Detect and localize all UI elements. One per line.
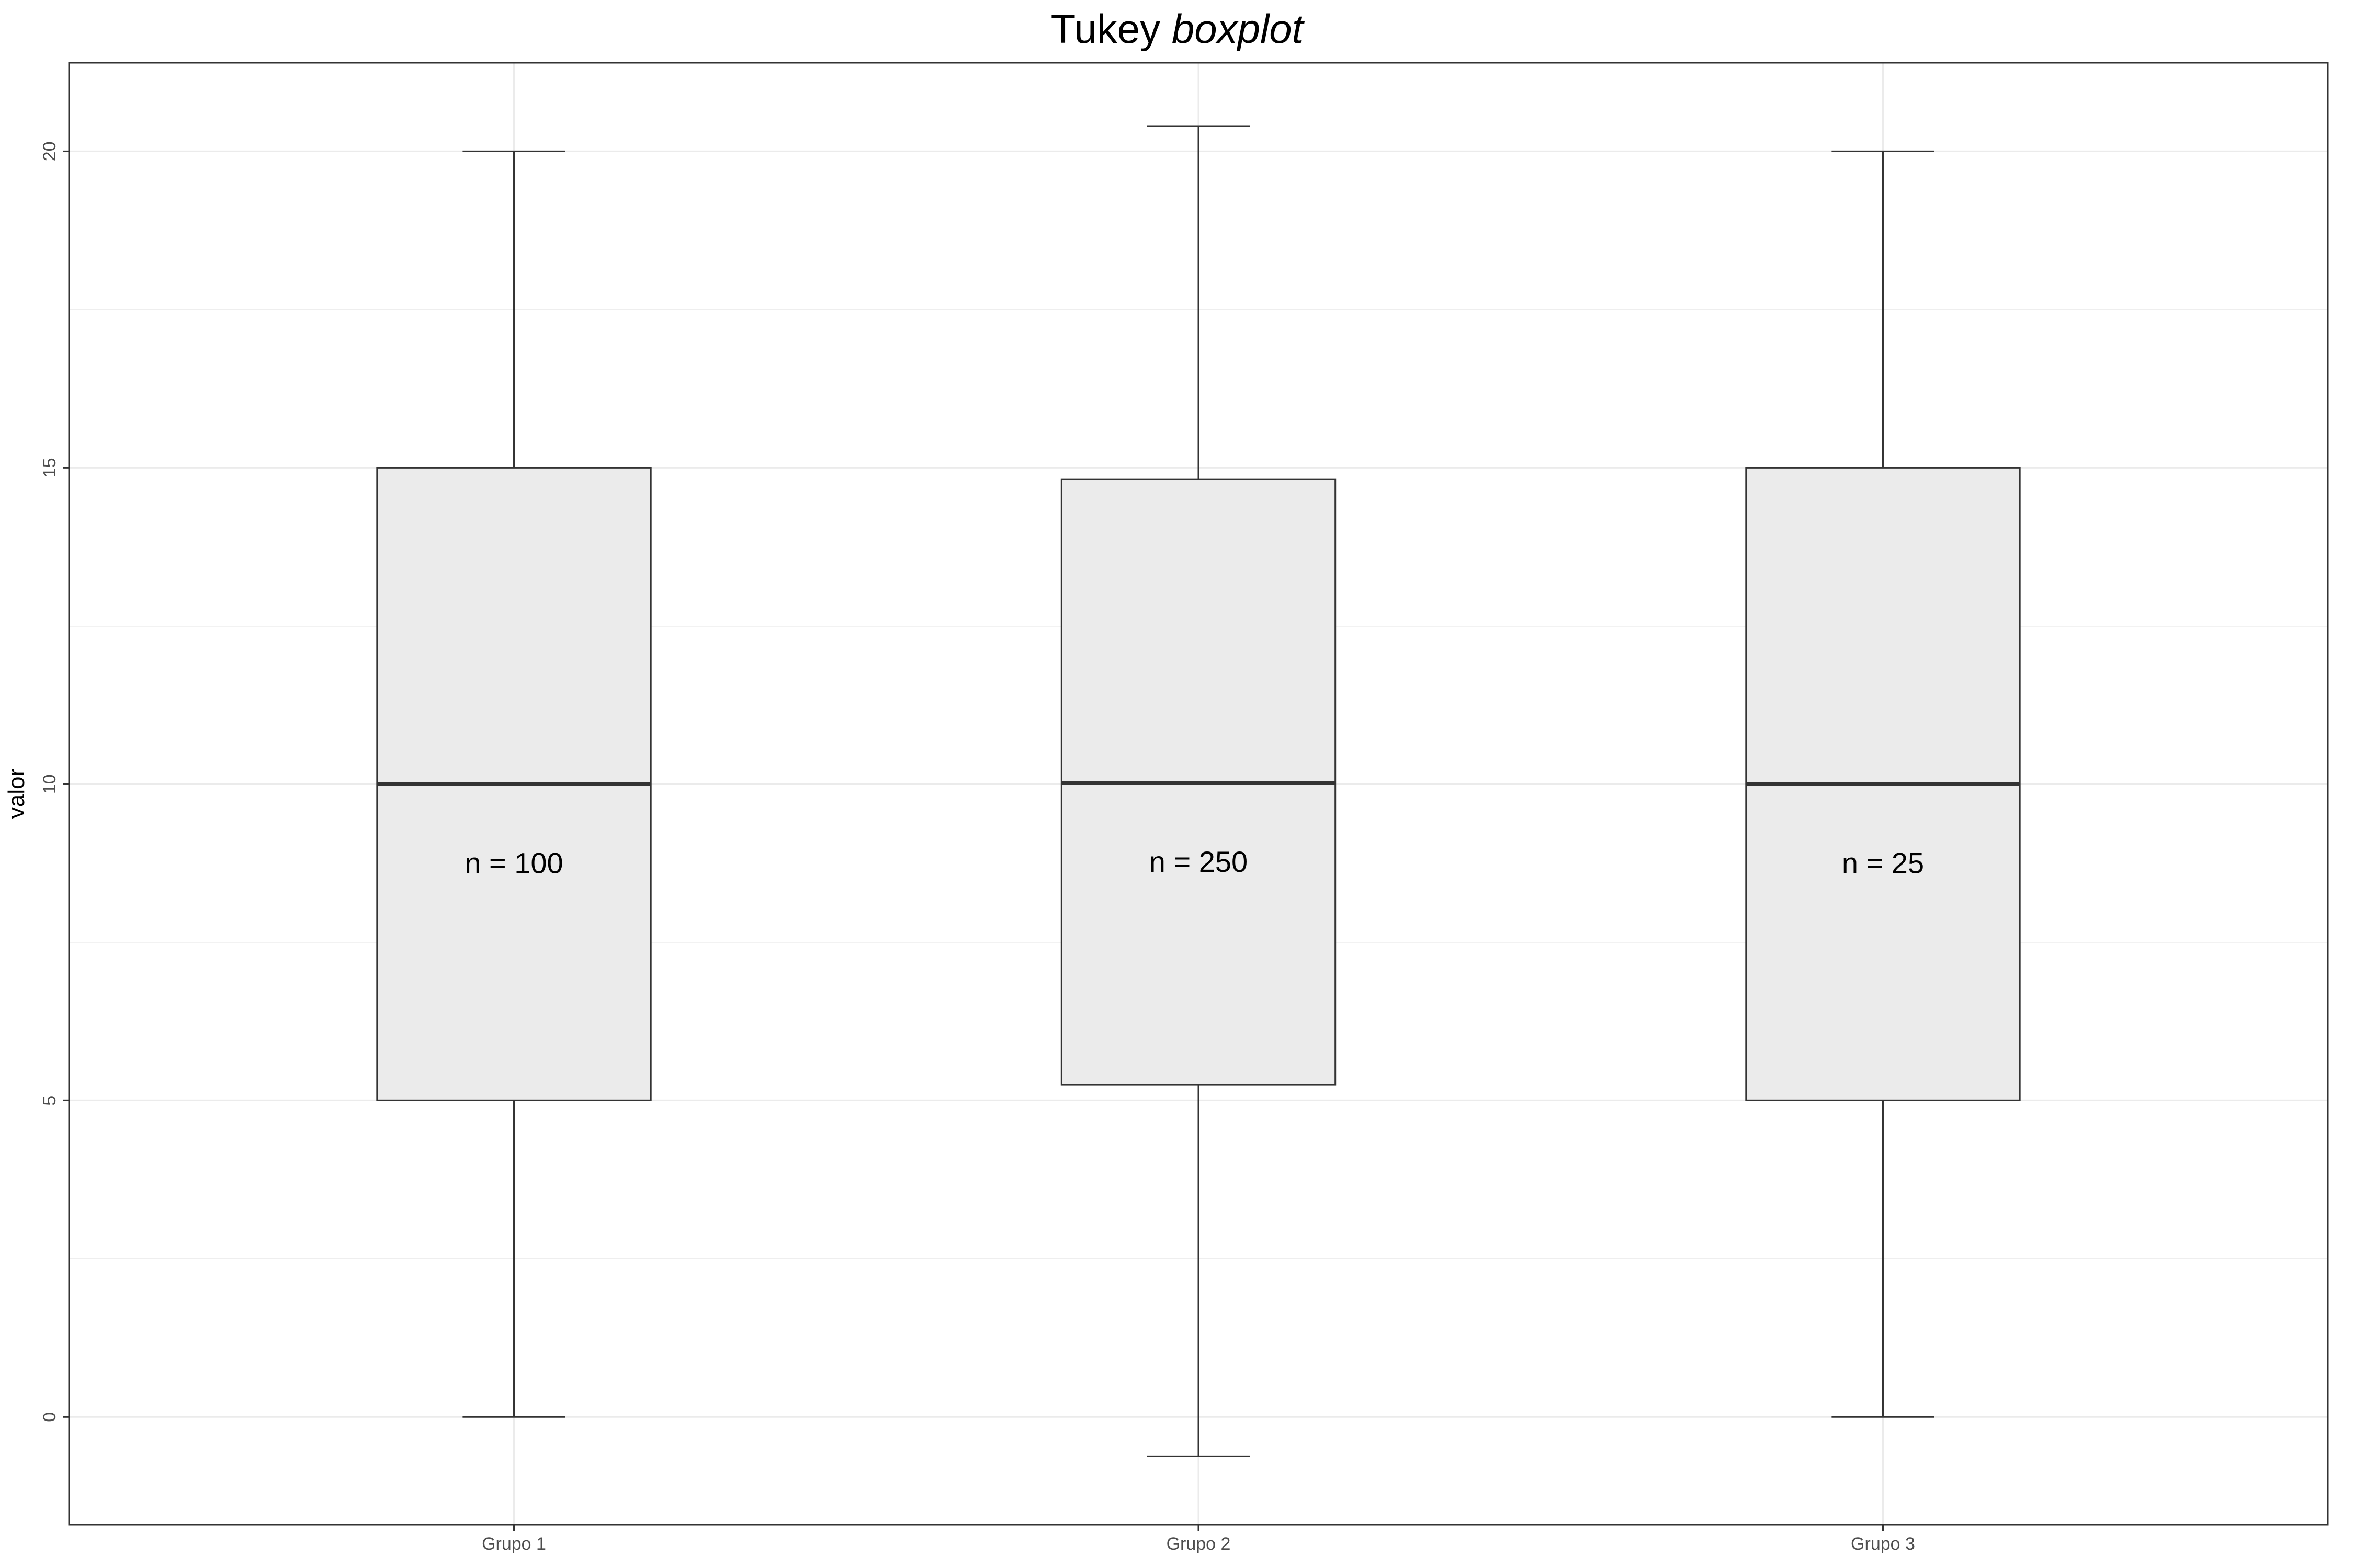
sample-size-label: n = 25 [1842, 846, 1924, 879]
box-1: n = 100 [376, 150, 652, 1418]
sample-size-label: n = 100 [465, 846, 563, 879]
box-3: n = 25 [1745, 150, 2021, 1418]
y-tick-label: 10 [40, 774, 60, 794]
chart-title-plain: Tukey [1051, 6, 1161, 52]
sample-size-label: n = 250 [1149, 845, 1248, 878]
x-tick-label: Grupo 3 [1851, 1534, 1915, 1554]
box-layer: n = 100 n = 250 n = 25 [376, 125, 2021, 1457]
x-tick-label: Grupo 2 [1167, 1534, 1231, 1554]
y-axis-title: valor [4, 769, 29, 819]
chart-title: Tukey boxplot [1051, 6, 1305, 52]
y-tick-label: 0 [40, 1412, 60, 1422]
y-tick-label: 15 [40, 458, 60, 478]
y-tick-label: 20 [40, 141, 60, 161]
chart-title-italic: boxplot [1172, 6, 1305, 52]
axis-layer: 0 5 10 15 20 Grupo 1 Grupo 2 Grupo 3 [40, 141, 1915, 1554]
y-tick-label: 5 [40, 1096, 60, 1106]
x-tick-label: Grupo 1 [482, 1534, 546, 1554]
box-2: n = 250 [1060, 125, 1337, 1457]
